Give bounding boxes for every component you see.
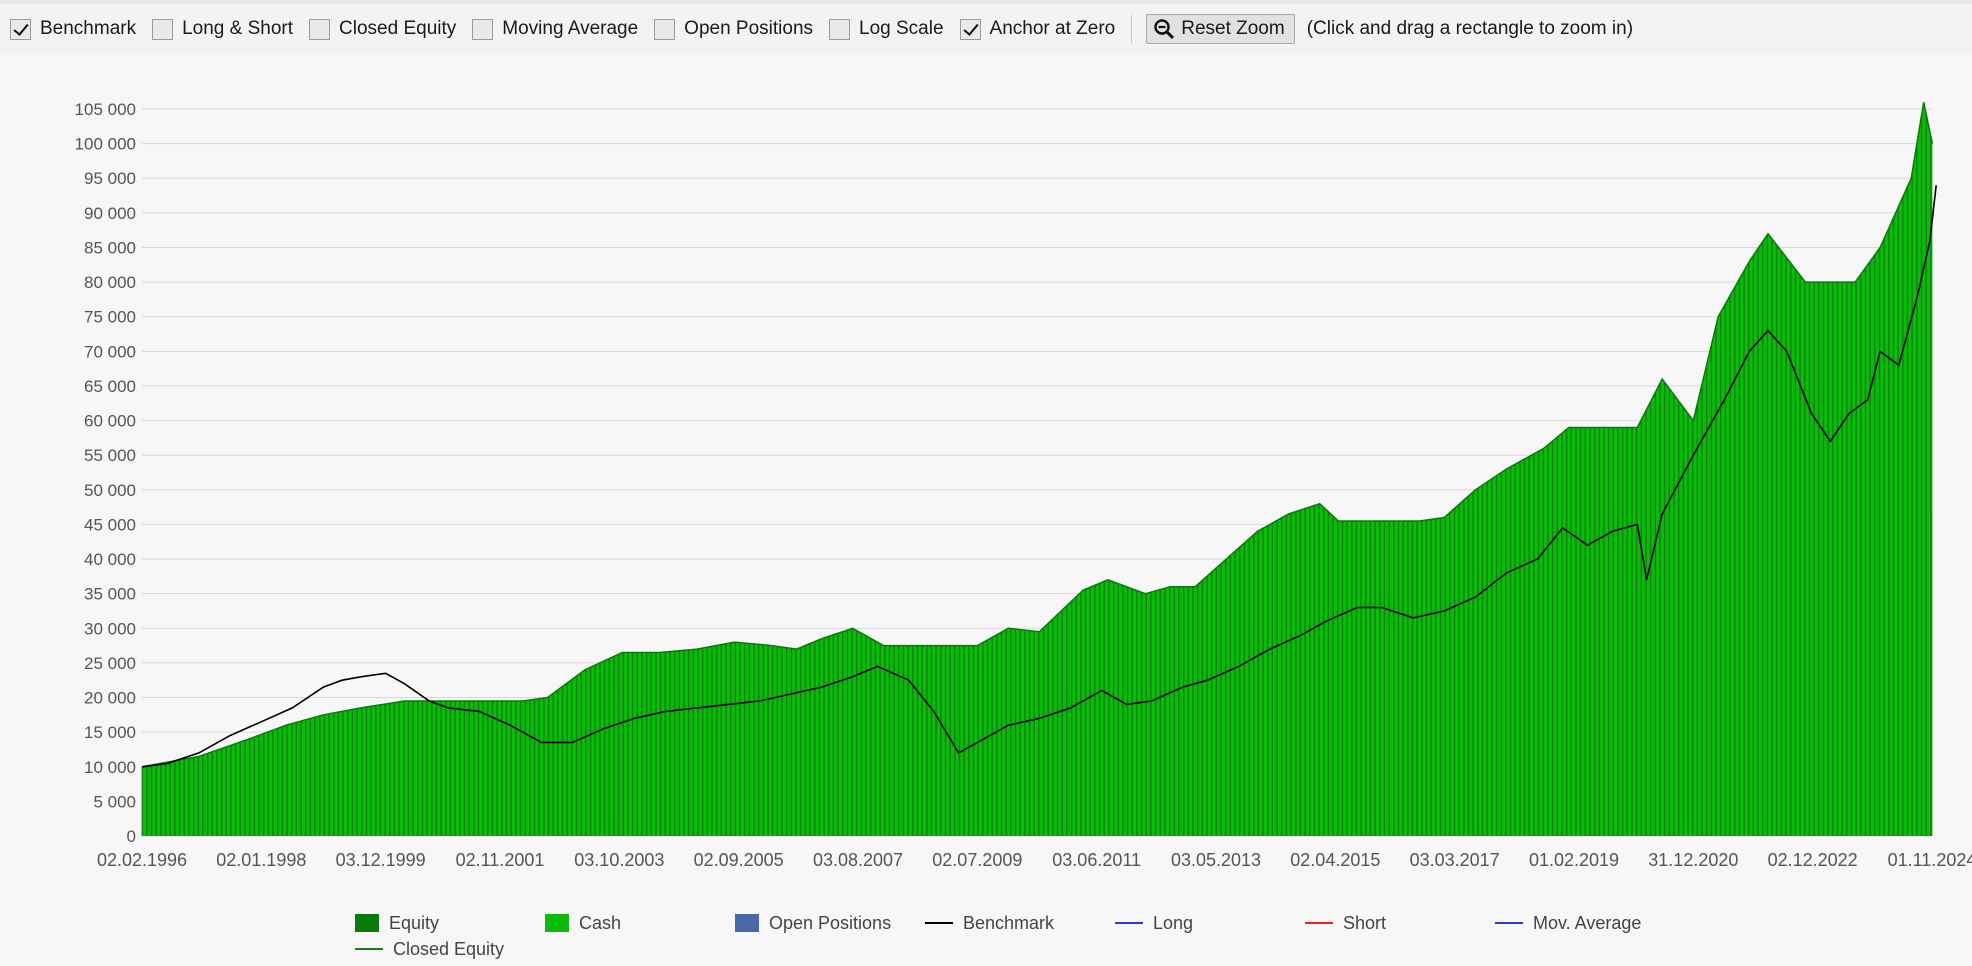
x-tick-label: 03.05.2013 bbox=[1171, 850, 1261, 870]
benchmark-line bbox=[142, 185, 1937, 768]
checkbox-box[interactable] bbox=[472, 18, 494, 40]
legend-item-closed-equity[interactable]: Closed Equity bbox=[355, 939, 545, 960]
legend-item-long[interactable]: Long bbox=[1115, 913, 1305, 934]
closed-equity-line-swatch bbox=[355, 948, 383, 950]
legend-label: Cash bbox=[579, 912, 622, 933]
legend-row: Closed Equity bbox=[355, 936, 1755, 962]
x-tick-label: 03.06.2011 bbox=[1052, 850, 1141, 870]
checkbox-label: Benchmark bbox=[40, 18, 137, 39]
legend-item-equity[interactable]: Equity bbox=[355, 913, 545, 934]
checkbox-label: Log Scale bbox=[859, 18, 944, 39]
legend-label: Equity bbox=[389, 912, 440, 933]
benchmark-line-swatch bbox=[925, 922, 953, 924]
log-scale-checkbox[interactable]: Log Scale bbox=[829, 18, 944, 40]
anchor-at-zero-checkbox[interactable]: Anchor at Zero bbox=[959, 18, 1116, 40]
x-tick-label: 02.04.2015 bbox=[1290, 850, 1380, 870]
y-tick-label: 5 000 bbox=[93, 792, 136, 811]
reset-zoom-label: Reset Zoom bbox=[1181, 18, 1285, 39]
y-tick-label: 10 000 bbox=[84, 758, 136, 777]
x-tick-label: 01.11.2024 bbox=[1888, 850, 1972, 870]
cash-swatch bbox=[545, 914, 569, 932]
legend-row: Equity Cash Open Positions Benchmark Lon… bbox=[355, 910, 1755, 936]
long-short-checkbox[interactable]: Long & Short bbox=[152, 18, 293, 40]
y-tick-label: 0 bbox=[127, 827, 136, 846]
checkbox-label: Anchor at Zero bbox=[989, 18, 1116, 39]
y-tick-label: 60 000 bbox=[84, 412, 136, 431]
zoom-hint: (Click and drag a rectangle to zoom in) bbox=[1306, 18, 1634, 39]
y-tick-label: 95 000 bbox=[84, 169, 136, 188]
legend-item-open-positions[interactable]: Open Positions bbox=[735, 913, 925, 934]
reset-zoom-button[interactable]: Reset Zoom bbox=[1146, 14, 1295, 44]
y-tick-label: 25 000 bbox=[84, 654, 136, 673]
legend-label: Mov. Average bbox=[1533, 912, 1642, 933]
y-tick-label: 75 000 bbox=[84, 308, 136, 327]
checkbox-box[interactable] bbox=[959, 18, 981, 40]
y-tick-label: 105 000 bbox=[75, 100, 136, 119]
x-tick-label: 02.09.2005 bbox=[694, 850, 784, 870]
x-tick-label: 03.08.2007 bbox=[813, 850, 903, 870]
equity-line bbox=[142, 101, 1934, 768]
x-tick-label: 02.01.1998 bbox=[216, 850, 306, 870]
legend-label: Short bbox=[1343, 912, 1387, 933]
checkbox-label: Open Positions bbox=[684, 18, 814, 39]
legend-label: Long bbox=[1153, 912, 1194, 933]
y-tick-label: 45 000 bbox=[84, 515, 136, 534]
equity-chart[interactable]: 0 5 000 10 000 15 000 20 000 25 000 30 000 35 0… bbox=[0, 54, 1972, 904]
short-line-swatch bbox=[1305, 922, 1333, 924]
y-tick-label: 15 000 bbox=[84, 723, 136, 742]
chart-toolbar: Benchmark Long & Short Closed Equity Mov… bbox=[0, 4, 1972, 54]
open-positions-checkbox[interactable]: Open Positions bbox=[654, 18, 813, 40]
equity-swatch bbox=[355, 914, 379, 932]
x-tick-label: 02.11.2001 bbox=[456, 850, 545, 870]
y-tick-label: 65 000 bbox=[84, 377, 136, 396]
legend-item-short[interactable]: Short bbox=[1305, 913, 1495, 934]
equity-area bbox=[142, 102, 1933, 837]
benchmark-checkbox[interactable]: Benchmark bbox=[10, 18, 136, 40]
checkbox-box[interactable] bbox=[152, 18, 174, 40]
y-tick-label: 40 000 bbox=[84, 550, 136, 569]
x-tick-label: 02.07.2009 bbox=[932, 850, 1022, 870]
checkbox-label: Long & Short bbox=[182, 18, 294, 39]
y-tick-label: 55 000 bbox=[84, 446, 136, 465]
x-tick-label: 03.10.2003 bbox=[574, 850, 664, 870]
y-tick-label: 30 000 bbox=[84, 619, 136, 638]
long-line-swatch bbox=[1115, 922, 1143, 924]
y-tick-label: 70 000 bbox=[84, 342, 136, 361]
toolbar-separator bbox=[1131, 15, 1133, 43]
mov-average-line-swatch bbox=[1495, 922, 1523, 924]
y-tick-label: 20 000 bbox=[84, 689, 136, 708]
checkbox-label: Moving Average bbox=[502, 18, 639, 39]
x-tick-label: 31.12.2020 bbox=[1648, 850, 1738, 870]
y-tick-label: 80 000 bbox=[84, 273, 136, 292]
y-tick-label: 35 000 bbox=[84, 585, 136, 604]
checkbox-label: Closed Equity bbox=[339, 18, 457, 39]
legend-item-benchmark[interactable]: Benchmark bbox=[925, 913, 1115, 934]
x-tick-label: 03.03.2017 bbox=[1410, 850, 1500, 870]
legend-item-cash[interactable]: Cash bbox=[545, 913, 735, 934]
closed-equity-checkbox[interactable]: Closed Equity bbox=[309, 18, 456, 40]
legend-label: Closed Equity bbox=[393, 938, 505, 959]
y-tick-label: 90 000 bbox=[84, 204, 136, 223]
y-tick-label: 85 000 bbox=[84, 238, 136, 257]
legend-label: Open Positions bbox=[769, 912, 892, 933]
checkbox-box[interactable] bbox=[10, 18, 31, 40]
x-tick-label: 02.12.2022 bbox=[1768, 850, 1858, 870]
checkbox-box[interactable] bbox=[309, 18, 331, 40]
y-tick-label: 100 000 bbox=[75, 135, 136, 154]
x-tick-label: 01.02.2019 bbox=[1529, 850, 1619, 870]
moving-average-checkbox[interactable]: Moving Average bbox=[472, 18, 638, 40]
y-tick-label: 50 000 bbox=[84, 481, 136, 500]
zoom-out-icon bbox=[1154, 19, 1175, 40]
x-tick-label: 03.12.1999 bbox=[336, 850, 426, 870]
legend-label: Benchmark bbox=[963, 912, 1055, 933]
chart-legend: Equity Cash Open Positions Benchmark Lon… bbox=[355, 910, 1755, 962]
open-positions-swatch bbox=[735, 914, 759, 932]
x-tick-label: 02.02.1996 bbox=[97, 850, 187, 870]
legend-item-mov-average[interactable]: Mov. Average bbox=[1495, 913, 1685, 934]
checkbox-box[interactable] bbox=[829, 18, 851, 40]
checkbox-box[interactable] bbox=[654, 18, 676, 40]
